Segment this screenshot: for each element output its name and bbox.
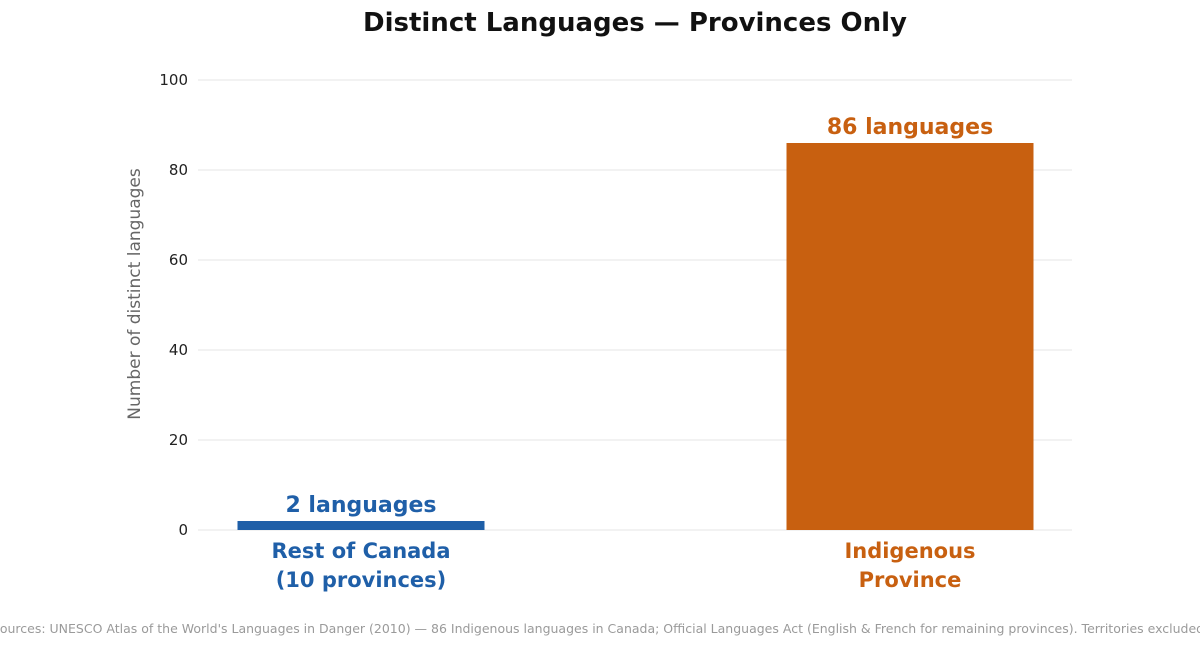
bar-data-label: 86 languages <box>827 115 993 140</box>
bar <box>237 521 485 530</box>
x-tick-label: Indigenous <box>844 539 975 563</box>
category-labels: Rest of Canada (10 provinces) Indigenous Pr… <box>271 539 975 592</box>
y-axis-label: Number of distinct languages <box>125 168 145 420</box>
y-tick-label: 60 <box>169 251 188 269</box>
y-tick-label: 100 <box>159 71 188 89</box>
y-tick-label: 40 <box>169 341 188 359</box>
y-tick-label: 0 <box>178 521 188 539</box>
source-note: Sources: UNESCO Atlas of the World's Lan… <box>0 621 1200 636</box>
y-tick-labels: 0 20 40 60 80 100 <box>159 71 188 539</box>
bars <box>237 143 1034 530</box>
bar <box>786 143 1034 530</box>
chart-title: Distinct Languages — Provinces Only <box>363 8 907 38</box>
bar-data-labels: 2 languages 86 languages <box>285 115 993 518</box>
bar-data-label: 2 languages <box>285 493 436 518</box>
x-tick-label: Province <box>859 568 962 592</box>
y-tick-label: 80 <box>169 161 188 179</box>
x-tick-label: Rest of Canada <box>271 539 450 563</box>
y-tick-label: 20 <box>169 431 188 449</box>
x-tick-label: (10 provinces) <box>276 568 447 592</box>
